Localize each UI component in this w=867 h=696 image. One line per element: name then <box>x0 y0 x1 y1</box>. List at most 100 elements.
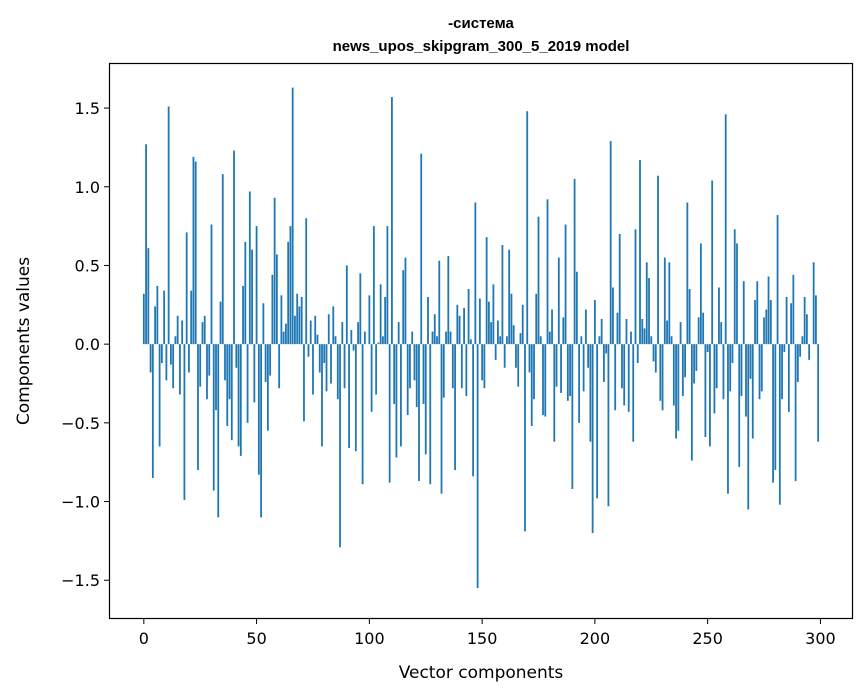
bar-133 <box>442 344 445 398</box>
bar-71 <box>303 344 305 422</box>
bar-112 <box>395 344 398 458</box>
bar-213 <box>623 344 626 406</box>
bar-75 <box>312 344 314 395</box>
bar-110 <box>391 97 393 345</box>
bar-67 <box>294 315 296 345</box>
bar-269 <box>749 344 752 379</box>
bar-258 <box>724 114 727 345</box>
bar-103 <box>375 344 378 395</box>
bar-140 <box>458 315 461 345</box>
bar-148 <box>476 344 479 589</box>
bar-26 <box>201 322 204 345</box>
bar-216 <box>630 331 632 345</box>
bar-251 <box>709 344 711 447</box>
bar-171 <box>528 344 531 373</box>
bar-116 <box>404 257 407 345</box>
bar-2 <box>147 248 150 345</box>
bar-215 <box>627 344 630 412</box>
bar-206 <box>607 344 610 507</box>
bar-244 <box>693 344 696 384</box>
bar-239 <box>681 344 684 397</box>
bar-111 <box>393 344 396 404</box>
bar-120 <box>413 344 416 381</box>
bar-134 <box>445 331 447 345</box>
bar-193 <box>578 344 580 423</box>
bar-80 <box>323 344 326 364</box>
bar-288 <box>792 274 795 345</box>
bar-74 <box>309 320 312 345</box>
bar-125 <box>424 344 427 455</box>
bar-230 <box>661 344 664 411</box>
bar-11 <box>167 106 170 345</box>
bar-232 <box>666 320 668 345</box>
bar-194 <box>580 336 583 345</box>
bar-18 <box>183 344 186 500</box>
bar-15 <box>176 315 179 345</box>
bar-9 <box>163 290 166 345</box>
bar-10 <box>165 344 168 381</box>
x-tick-label: 250 <box>692 629 723 648</box>
bar-30 <box>210 224 213 345</box>
bar-263 <box>736 243 738 345</box>
bar-291 <box>799 344 802 357</box>
bar-70 <box>300 296 303 345</box>
bar-63 <box>285 323 287 345</box>
x-tick-label: 100 <box>354 629 385 648</box>
bar-264 <box>738 344 741 467</box>
bar-145 <box>469 339 472 345</box>
bar-21 <box>190 290 193 345</box>
bar-4 <box>151 344 154 478</box>
bar-68 <box>296 293 299 345</box>
bar-277 <box>767 276 770 345</box>
bar-0 <box>142 293 145 345</box>
bar-257 <box>722 344 725 400</box>
bar-226 <box>652 344 655 362</box>
bar-13 <box>172 344 175 389</box>
bar-81 <box>325 344 328 392</box>
bar-31 <box>212 344 215 491</box>
bar-155 <box>492 284 495 345</box>
bar-97 <box>361 344 364 485</box>
bar-137 <box>451 344 454 389</box>
bar-185 <box>560 344 562 393</box>
bar-136 <box>449 331 452 345</box>
bar-218 <box>634 229 637 345</box>
plot-frame <box>108 62 854 620</box>
bar-39 <box>230 344 233 441</box>
bar-158 <box>499 336 502 345</box>
bar-293 <box>803 296 806 345</box>
bar-76 <box>314 315 317 345</box>
bar-132 <box>440 344 443 494</box>
bar-66 <box>291 87 294 345</box>
y-tick-label: −1.0 <box>61 493 100 512</box>
bar-275 <box>763 317 765 345</box>
bar-141 <box>460 344 463 389</box>
bar-5 <box>154 306 156 345</box>
bar-142 <box>463 307 465 345</box>
bar-241 <box>686 202 689 345</box>
bar-205 <box>605 344 608 354</box>
bar-157 <box>497 320 499 345</box>
bar-77 <box>316 334 319 345</box>
bar-188 <box>566 344 569 401</box>
bar-176 <box>539 336 542 345</box>
bar-56 <box>269 344 272 376</box>
bar-281 <box>776 215 779 345</box>
bar-3 <box>149 344 152 373</box>
bar-273 <box>758 344 761 400</box>
bar-48 <box>251 249 253 345</box>
bar-192 <box>575 271 578 345</box>
x-axis-label: Vector components <box>399 663 564 683</box>
bar-282 <box>778 344 781 505</box>
bar-274 <box>760 344 763 392</box>
bar-223 <box>645 262 648 345</box>
bar-182 <box>553 344 556 442</box>
bar-105 <box>379 284 382 345</box>
bar-163 <box>510 293 513 345</box>
bar-54 <box>264 344 267 382</box>
bar-297 <box>812 262 815 345</box>
bar-289 <box>794 344 797 482</box>
bar-295 <box>808 344 811 360</box>
bar-52 <box>260 344 262 518</box>
